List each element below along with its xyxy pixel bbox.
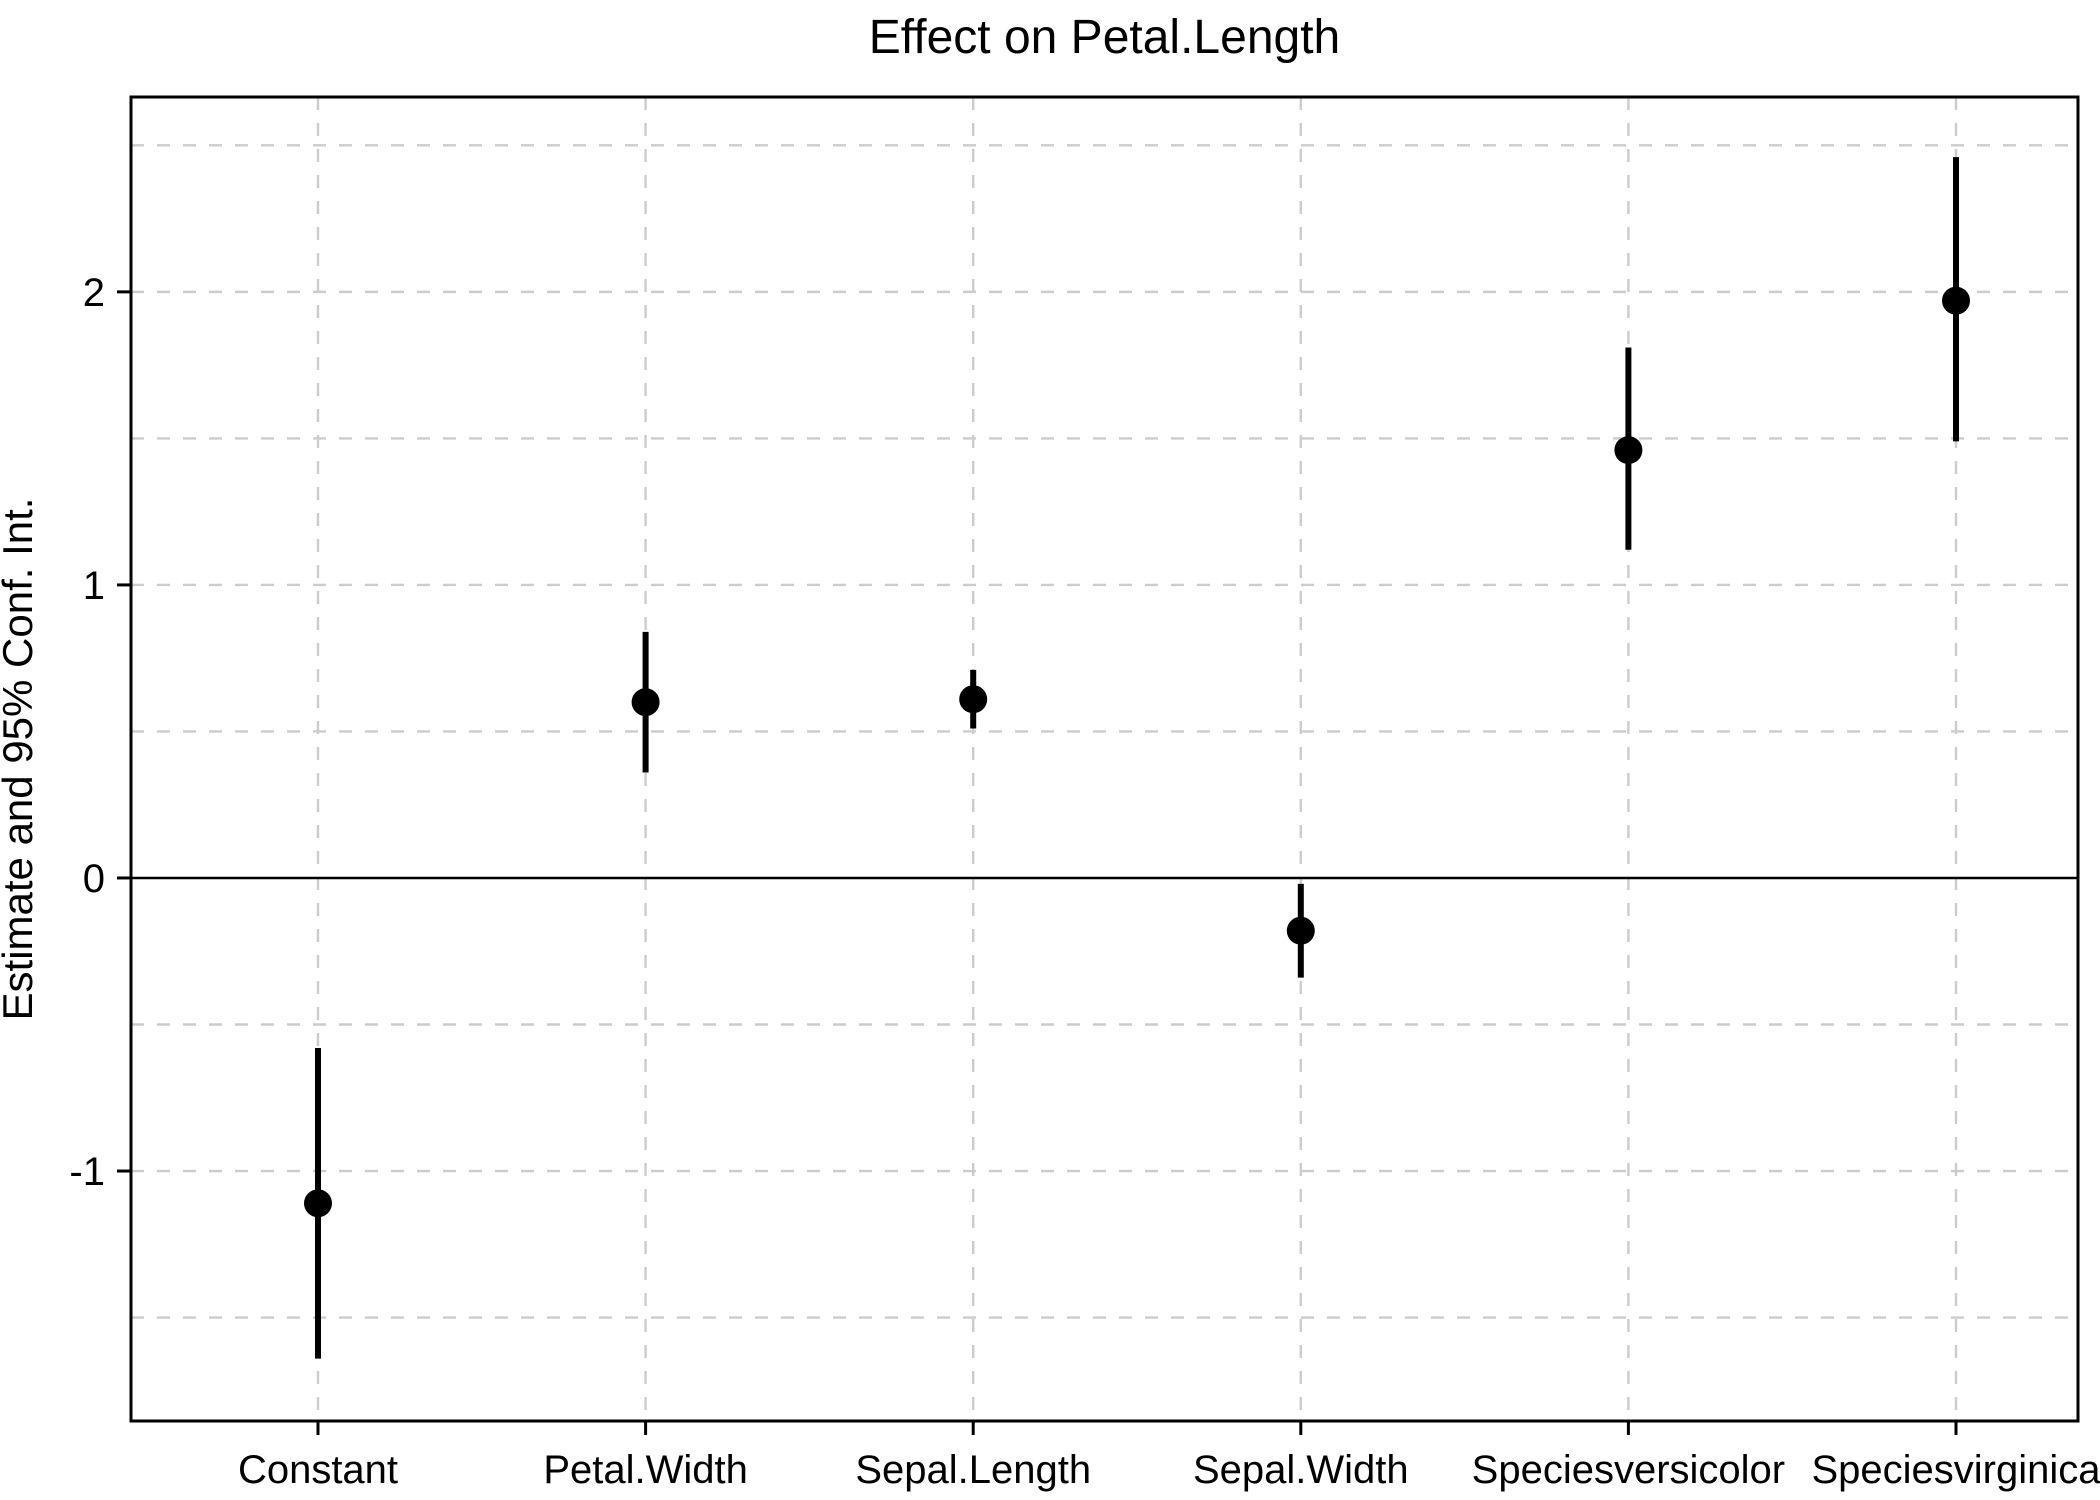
- point-estimate-speciesvirginica: [1942, 286, 1970, 315]
- point-estimate-sepal.width: [1286, 916, 1315, 945]
- point-estimate-constant: [304, 1189, 332, 1218]
- x-category-label: Sepal.Width: [1193, 1448, 1409, 1492]
- y-tick-label: -1: [69, 1150, 105, 1194]
- x-category-label: Speciesversicolor: [1472, 1448, 1785, 1492]
- x-category-label: Petal.Width: [543, 1448, 748, 1492]
- x-category-label: Constant: [238, 1448, 398, 1492]
- chart-title: Effect on Petal.Length: [868, 11, 1341, 64]
- y-tick-label: 1: [83, 564, 105, 608]
- point-estimate-petal.width: [631, 688, 660, 717]
- x-category-label: Sepal.Length: [855, 1448, 1091, 1492]
- y-tick-label: 0: [83, 857, 105, 901]
- point-estimate-sepal.length: [959, 685, 988, 714]
- y-axis-title: Estimate and 95% Conf. Int.: [0, 497, 41, 1021]
- panel-border: [129, 95, 2080, 1423]
- y-tick-label: 2: [83, 271, 105, 315]
- x-category-label: Speciesvirginica: [1811, 1448, 2100, 1492]
- point-estimate-speciesversicolor: [1614, 436, 1643, 465]
